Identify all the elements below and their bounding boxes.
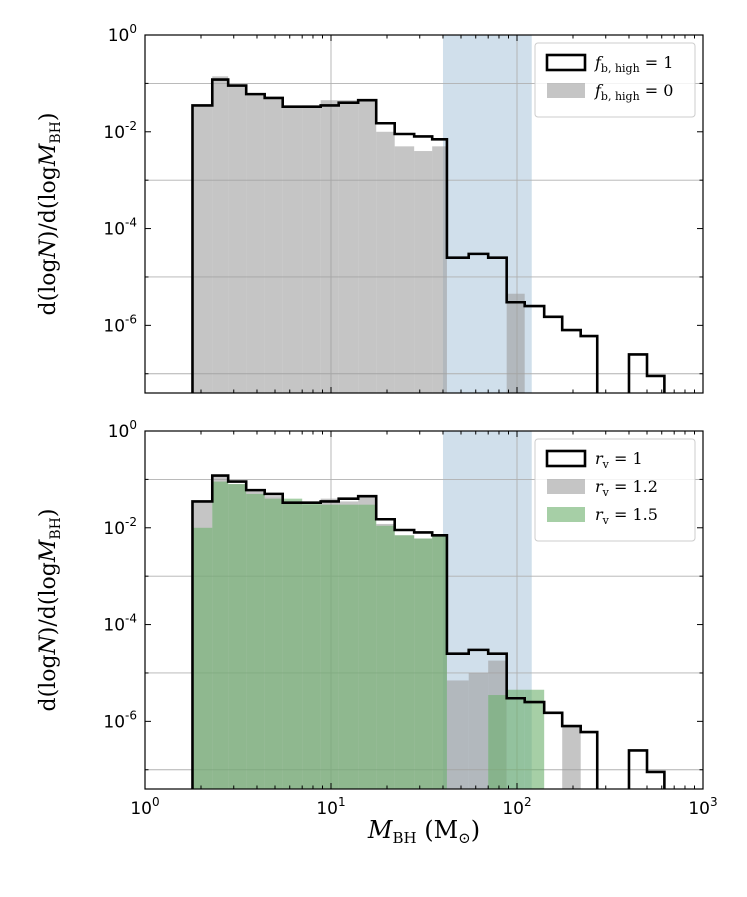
y-tick-label: 10-4 <box>103 612 137 636</box>
bar-series-2 <box>468 672 489 789</box>
y-tick-label: 10-6 <box>103 708 137 732</box>
bar-series-3 <box>264 498 283 789</box>
bar-series-2 <box>320 100 339 393</box>
bar-series-2 <box>506 293 525 393</box>
legend-swatch <box>547 507 585 522</box>
panel-2: 100 10-2 10-4 10-6 100 101 102 103 rv = 1 rv = 1.… <box>36 418 718 819</box>
bar-series-3 <box>228 484 247 789</box>
y-tick-label: 10-2 <box>103 515 137 539</box>
axes-frame <box>144 430 704 790</box>
y-axis-label: d(logN)/d(logMBH) <box>36 509 64 712</box>
y-tick-label: 100 <box>108 418 137 442</box>
x-tick-label: 103 <box>688 795 717 819</box>
x-tick-label: 100 <box>130 795 159 819</box>
bar-series-2 <box>394 146 415 393</box>
bar-series-2 <box>376 131 395 393</box>
bar-series-3 <box>338 504 359 789</box>
y-tick-label: 10-4 <box>103 216 137 240</box>
bar-series-2 <box>282 106 303 393</box>
bar-series-2 <box>338 100 359 393</box>
bar-series-2 <box>192 105 213 393</box>
bar-series-2 <box>414 151 433 393</box>
legend-swatch <box>547 479 585 494</box>
bar-series-2 <box>358 100 377 393</box>
legend-box <box>534 42 696 118</box>
bar-series-3 <box>394 535 415 789</box>
y-tick-label: 10-6 <box>103 312 137 336</box>
axes-frame <box>144 34 704 394</box>
bar-series-2 <box>446 680 469 789</box>
bar-series-3 <box>212 481 229 789</box>
y-tick-label: 10-2 <box>103 119 137 143</box>
bar-series-3 <box>320 504 339 789</box>
x-axis-label: MBH (M⊙) <box>367 816 480 847</box>
legend-label: rv = 1.2 <box>595 477 658 499</box>
legend-label: rv = 1 <box>595 449 643 471</box>
y-tick-label: 100 <box>108 22 137 46</box>
bar-series-2 <box>246 94 265 393</box>
legend-label: fb, high = 0 <box>594 81 673 103</box>
bar-series-2 <box>562 726 581 789</box>
legend-swatch <box>545 53 587 72</box>
bar-series-3 <box>358 504 377 789</box>
bar-series-2 <box>302 105 321 393</box>
panel-1: 100 10-2 10-4 10-6 fb, high = 1 fb, high = 0 d… <box>36 22 704 394</box>
bar-series-3 <box>302 501 321 789</box>
legend-swatch <box>545 449 587 468</box>
x-tick-label: 102 <box>502 795 531 819</box>
plot-area <box>145 431 703 789</box>
step-line-series-1 <box>191 78 666 393</box>
bar-series-3 <box>432 535 447 789</box>
legend-swatch <box>547 83 585 98</box>
bar-series-3 <box>246 493 265 789</box>
bar-series-3 <box>376 525 395 789</box>
legend-label: fb, high = 1 <box>594 53 673 75</box>
bar-series-2 <box>212 76 229 393</box>
plot-area <box>145 35 703 393</box>
legend: fb, high = 1 fb, high = 0 <box>534 42 696 118</box>
bar-series-3 <box>506 689 525 789</box>
y-axis-label: d(logN)/d(logMBH) <box>36 113 64 316</box>
bar-series-2 <box>228 85 247 393</box>
bar-series-2 <box>264 97 283 393</box>
bar-series-3 <box>282 498 303 789</box>
legend: rv = 1 rv = 1.2 rv = 1.5 <box>534 438 696 542</box>
legend-label: rv = 1.5 <box>595 505 658 527</box>
bar-series-2 <box>432 146 447 393</box>
bar-series-3 <box>414 538 433 789</box>
bar-series-3 <box>524 689 545 789</box>
bar-series-3 <box>488 695 507 789</box>
step-line-series-1 <box>191 474 666 789</box>
x-tick-label: 101 <box>316 795 345 819</box>
bar-series-3 <box>192 527 213 789</box>
